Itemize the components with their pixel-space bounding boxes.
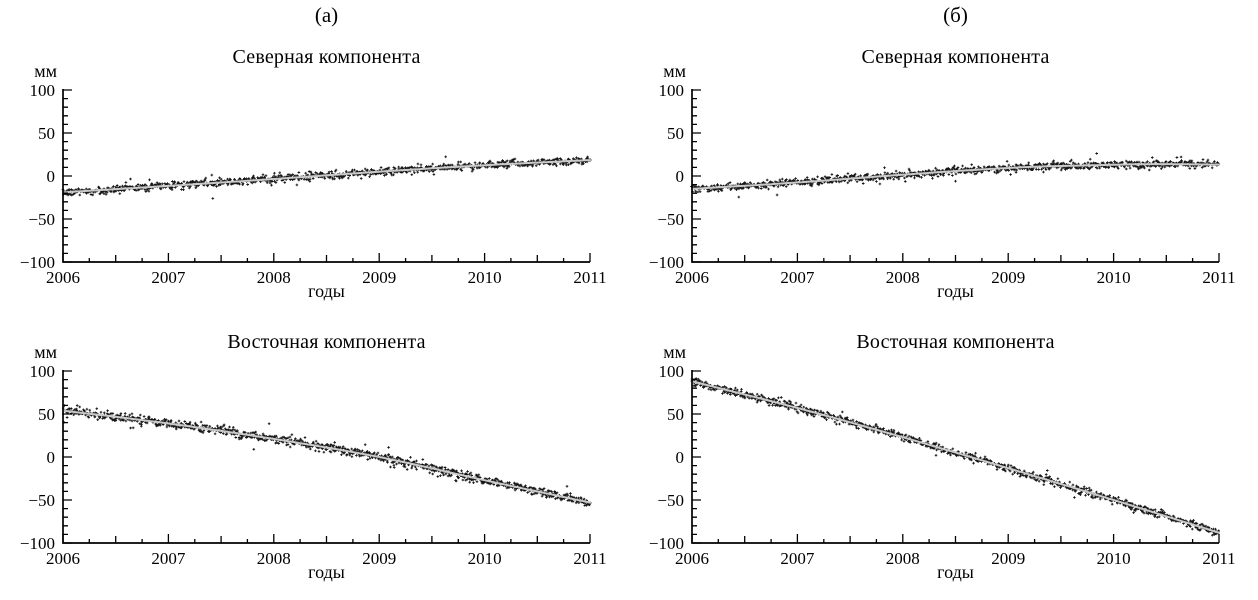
svg-text:50: 50 <box>38 124 55 143</box>
svg-text:100: 100 <box>30 81 56 100</box>
chart-title: Северная компонента <box>861 46 1050 68</box>
chart-title: Восточная компонента <box>856 331 1055 353</box>
svg-text:2011: 2011 <box>573 268 606 287</box>
chart-title: Северная компонента <box>232 46 421 68</box>
y-axis-unit-label: мм <box>34 342 57 362</box>
svg-text:50: 50 <box>667 124 684 143</box>
y-axis-unit-label: мм <box>663 342 686 362</box>
fit-line <box>62 159 591 194</box>
svg-text:2008: 2008 <box>886 268 920 287</box>
x-axis-label: годы <box>308 562 345 582</box>
y-axis-unit-label: мм <box>663 61 686 81</box>
chart-title: Восточная компонента <box>227 331 426 353</box>
panel-label-a: (а) <box>314 3 339 27</box>
svg-text:2009: 2009 <box>362 268 396 287</box>
svg-text:−100: −100 <box>20 534 55 553</box>
x-axis-label: годы <box>937 562 974 582</box>
svg-text:0: 0 <box>47 167 56 186</box>
svg-text:100: 100 <box>659 362 685 381</box>
svg-text:2007: 2007 <box>151 268 186 287</box>
svg-text:2010: 2010 <box>1097 268 1131 287</box>
tick-marks <box>62 89 591 263</box>
svg-text:−100: −100 <box>649 534 684 553</box>
svg-text:2011: 2011 <box>1202 549 1235 568</box>
svg-text:100: 100 <box>30 362 56 381</box>
figure-north-component-a: Северная компонента мм 100 50 0 −50 −100 2006… <box>0 0 629 310</box>
svg-text:2006: 2006 <box>675 268 709 287</box>
tick-marks <box>691 89 1220 263</box>
panel-label-b: (б) <box>943 3 968 27</box>
axes-lines <box>691 370 1219 544</box>
figure-east-component-a: Восточная компонента мм 100 50 0 −50 −100 200… <box>0 310 629 600</box>
svg-text:2008: 2008 <box>257 268 291 287</box>
svg-text:2007: 2007 <box>780 268 815 287</box>
svg-text:100: 100 <box>659 81 685 100</box>
svg-text:−100: −100 <box>20 253 55 272</box>
svg-text:0: 0 <box>47 448 56 467</box>
svg-text:2007: 2007 <box>151 549 186 568</box>
svg-text:2006: 2006 <box>675 549 709 568</box>
y-axis-unit-label: мм <box>34 61 57 81</box>
svg-text:2006: 2006 <box>46 268 80 287</box>
svg-text:−50: −50 <box>28 491 55 510</box>
svg-text:2010: 2010 <box>1097 549 1131 568</box>
tick-marks <box>62 370 591 544</box>
fit-line <box>691 163 1220 190</box>
svg-text:2011: 2011 <box>573 549 606 568</box>
svg-text:2009: 2009 <box>991 268 1025 287</box>
svg-text:2007: 2007 <box>780 549 815 568</box>
fit-line <box>691 380 1220 534</box>
x-axis-label: годы <box>308 281 345 301</box>
svg-text:2008: 2008 <box>257 549 291 568</box>
svg-text:50: 50 <box>38 405 55 424</box>
svg-text:−50: −50 <box>657 491 684 510</box>
svg-text:−50: −50 <box>28 210 55 229</box>
svg-text:2011: 2011 <box>1202 268 1235 287</box>
svg-text:2010: 2010 <box>468 549 502 568</box>
tick-marks <box>691 370 1220 544</box>
figure-north-component-b: Северная компонента мм 100 50 0 −50 −100 2006… <box>629 0 1258 310</box>
svg-text:0: 0 <box>676 167 685 186</box>
svg-text:2009: 2009 <box>362 549 396 568</box>
axes-lines <box>691 89 1219 263</box>
svg-text:0: 0 <box>676 448 685 467</box>
svg-text:−100: −100 <box>649 253 684 272</box>
fit-line <box>62 409 591 504</box>
svg-text:2010: 2010 <box>468 268 502 287</box>
svg-text:2008: 2008 <box>886 549 920 568</box>
svg-text:−50: −50 <box>657 210 684 229</box>
svg-text:2006: 2006 <box>46 549 80 568</box>
axes-lines <box>62 370 590 544</box>
x-axis-label: годы <box>937 281 974 301</box>
svg-text:50: 50 <box>667 405 684 424</box>
figure-east-component-b: Восточная компонента мм 100 50 0 −50 −100 200… <box>629 310 1258 600</box>
svg-text:2009: 2009 <box>991 549 1025 568</box>
